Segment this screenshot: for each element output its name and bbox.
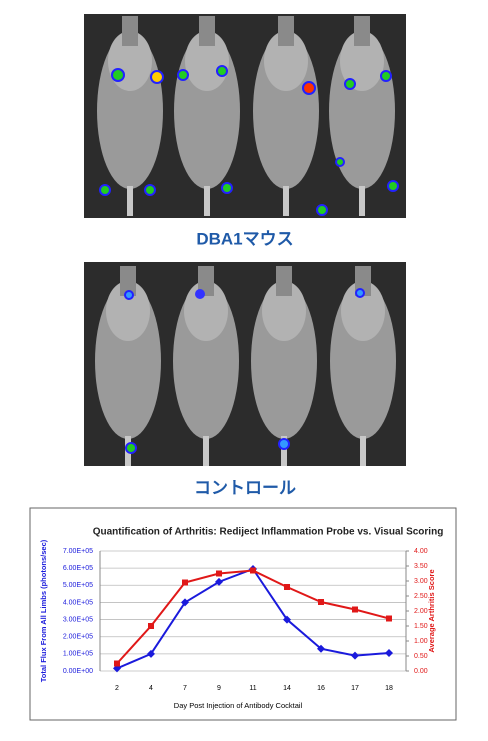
- point: [216, 570, 222, 577]
- y2-axis-title: Average Arthritis Score: [427, 569, 436, 652]
- x-tick-label: 18: [385, 685, 393, 692]
- point: [284, 584, 290, 590]
- y-tick-label: 2.00E+05: [63, 634, 93, 641]
- x-tick-label: 4: [149, 685, 153, 692]
- point: [215, 577, 223, 586]
- point: [386, 615, 392, 622]
- chart-frame: [29, 507, 457, 721]
- x-tick-label: 17: [351, 685, 359, 692]
- x-tick-label: 11: [249, 685, 256, 692]
- y2-tick-label: 3.00: [414, 578, 428, 585]
- photo-dba1: [84, 14, 406, 218]
- x-tick-label: 7: [183, 685, 187, 692]
- point: [351, 651, 359, 660]
- y2-tick-label: 2.50: [414, 593, 428, 600]
- y2-tick-label: 1.50: [414, 623, 428, 630]
- y2-tick-label: 1.00: [414, 638, 428, 645]
- x-tick-label: 2: [115, 685, 119, 692]
- y2-tick-label: 2.00: [414, 608, 428, 615]
- point: [318, 599, 324, 605]
- y-tick-label: 6.00E+05: [63, 565, 93, 572]
- point: [114, 660, 120, 667]
- photo-control: [84, 262, 406, 466]
- y-tick-label: 7.00E+05: [63, 548, 93, 555]
- y-axis-title: Total Flux From All Limbs (photons/sec): [39, 539, 48, 682]
- y-tick-label: 4.00E+05: [63, 599, 93, 606]
- point: [181, 598, 189, 607]
- y2-tick-label: 3.50: [414, 563, 428, 570]
- point: [147, 649, 155, 658]
- point: [283, 615, 291, 624]
- point: [250, 567, 256, 574]
- point: [182, 579, 188, 586]
- point: [148, 623, 154, 629]
- point: [317, 644, 325, 653]
- y2-tick-label: 4.00: [414, 548, 428, 555]
- point: [352, 606, 358, 613]
- photo-label: コントロール: [194, 478, 296, 497]
- x-tick-label: 14: [283, 685, 291, 692]
- x-axis-title: Day Post Injection of Antibody Cocktail: [174, 701, 303, 710]
- y-tick-label: 3.00E+05: [63, 616, 93, 623]
- y2-tick-label: 0.50: [414, 653, 428, 660]
- x-tick-label: 9: [217, 685, 221, 692]
- y-tick-label: 1.00E+05: [63, 651, 93, 658]
- photo-label: DBA1マウス: [196, 229, 293, 248]
- y-tick-label: 5.00E+05: [63, 582, 93, 589]
- y2-tick-label: 0.00: [414, 668, 428, 675]
- y-tick-label: 0.00E+00: [63, 668, 93, 675]
- point: [385, 649, 393, 657]
- x-tick-label: 16: [317, 685, 325, 692]
- chart-title: Quantification of Arthritis: Rediject In…: [93, 527, 444, 538]
